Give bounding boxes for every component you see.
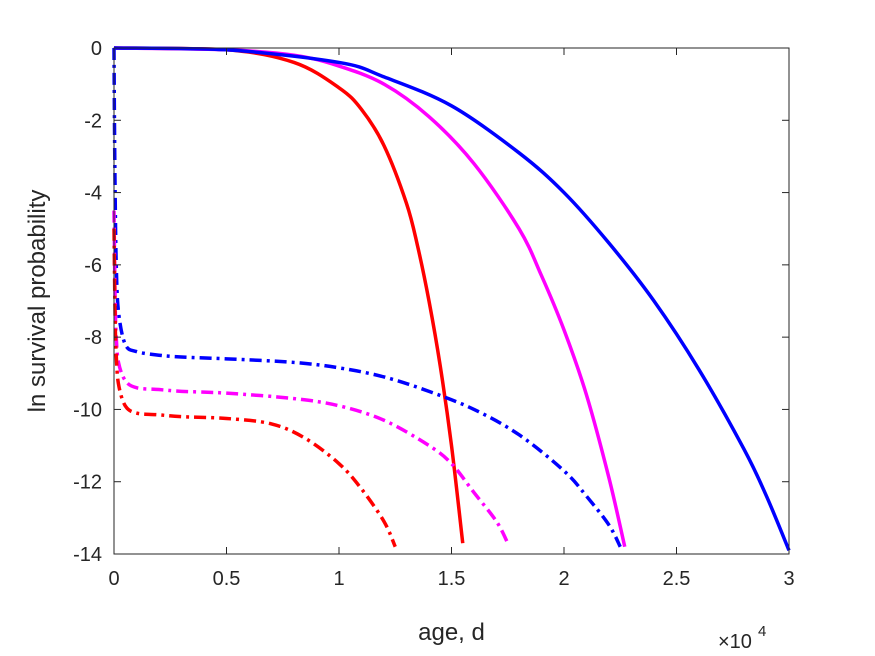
series-line-1-solid — [113, 46, 465, 544]
y-tick-label: -4 — [84, 183, 102, 205]
x-axis-exponent-power: 4 — [758, 623, 766, 640]
series-line-6-dashdot — [112, 228, 397, 548]
y-tick-label: -6 — [84, 255, 102, 277]
x-tick-label: 0 — [108, 568, 119, 590]
x-tick-label: 1 — [333, 568, 344, 590]
y-tick-label: -10 — [73, 399, 102, 421]
x-tick-label: 2 — [558, 568, 569, 590]
x-tick-label: 3 — [783, 568, 794, 590]
y-tick-label: -8 — [84, 327, 102, 349]
x-axis-exponent-base: ×10 — [718, 631, 752, 653]
y-axis-label: ln survival probability — [24, 190, 51, 413]
x-tick-label: 0.5 — [213, 568, 241, 590]
plot-lines — [112, 46, 791, 552]
y-tick-label: -14 — [73, 544, 102, 566]
axis-ticks: 0 0.5 1 1.5 2 2.5 3 0 -2 -4 -6 -8 -10 -12 -14 — [73, 38, 794, 590]
y-tick-label: 0 — [91, 38, 102, 60]
x-axis-label: age, d — [418, 619, 485, 646]
y-tick-label: -2 — [84, 110, 102, 132]
y-tick-label: -12 — [73, 472, 102, 494]
series-line-3-solid — [113, 46, 791, 552]
x-tick-label: 2.5 — [663, 568, 691, 590]
series-line-5-dashdot — [112, 210, 510, 544]
x-axis-exponent: ×10 4 — [718, 623, 766, 653]
series-line-4-dashdot — [112, 47, 622, 548]
x-tick-label: 1.5 — [438, 568, 466, 590]
